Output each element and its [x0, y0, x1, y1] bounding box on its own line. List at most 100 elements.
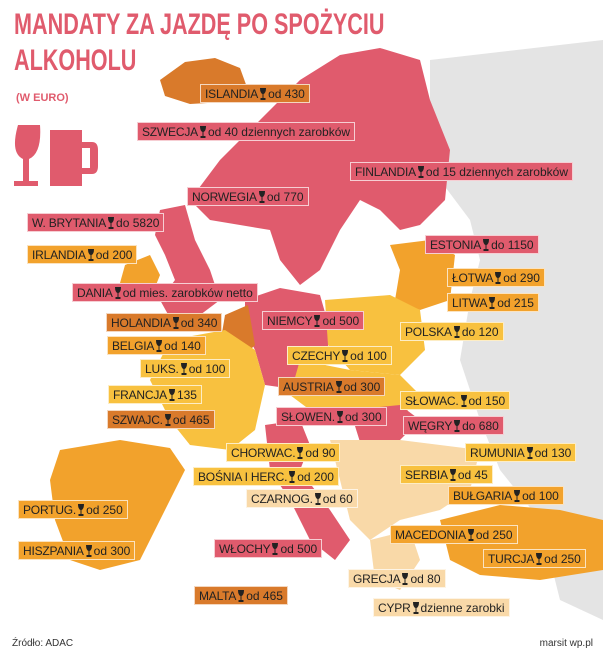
glass-icon [454, 419, 461, 432]
glass-icon [164, 413, 171, 426]
country-label: CZECHY od 100 [287, 346, 392, 365]
country-label: LUKS. od 100 [140, 359, 231, 378]
fine: od 90 [305, 445, 336, 460]
country-label: BUŁGARIA od 100 [448, 486, 564, 505]
country-label: AUSTRIA od 300 [278, 377, 386, 396]
fine: od 140 [164, 338, 201, 353]
glass-icon [449, 468, 456, 481]
country-label: TURCJA od 250 [483, 549, 586, 568]
country-label: PORTUG. od 250 [18, 500, 128, 519]
country-label: HISZPANIA od 300 [18, 541, 136, 560]
glass-icon [108, 216, 115, 229]
country-name: ISLANDIA [205, 86, 259, 101]
fine: od 430 [268, 86, 305, 101]
country-label: IRLANDIA od 200 [27, 245, 138, 264]
fine: od 770 [266, 189, 304, 204]
wine-icon [14, 125, 41, 186]
credit: marsit wp.pl [539, 638, 593, 649]
glass-icon [314, 492, 321, 505]
country-label: CZARNOG. od 60 [246, 489, 358, 508]
glass-icon [342, 349, 349, 362]
glass-icon [258, 190, 265, 203]
country-label: RUMUNIA od 130 [465, 443, 577, 462]
country-name: PORTUG. [23, 502, 77, 517]
fine: od 200 [95, 247, 133, 262]
country-name: BOŚNIA I HERC. [198, 469, 288, 484]
country-name: NORWEGIA [192, 189, 257, 204]
fine: dzienne zarobki [420, 600, 505, 615]
glass-icon [335, 380, 342, 393]
country-name: WĘGRY [408, 418, 453, 433]
country-label: LITWA od 215 [447, 293, 539, 312]
country-label: MALTA od 465 [194, 586, 288, 605]
glass-icon [156, 339, 163, 352]
country-name: TURCJA [488, 551, 535, 566]
country-label: MACEDONIA od 250 [390, 525, 518, 544]
glass-icon [467, 528, 474, 541]
glass-icon [314, 314, 321, 327]
glass-icon [489, 296, 496, 309]
fine: od 465 [246, 588, 283, 603]
country-name: ŁOTWA [452, 270, 494, 285]
glass-icon [199, 125, 206, 138]
fine: od 80 [410, 571, 441, 586]
country-name: CYPR [378, 600, 411, 615]
country-name: MALTA [199, 588, 237, 603]
glass-icon [460, 394, 467, 407]
country-label: NORWEGIA od 770 [187, 187, 309, 206]
country-label: ESTONIA do 1150 [425, 235, 539, 254]
fine: od 40 dziennych zarobków [207, 124, 351, 139]
fine: od 300 [93, 543, 131, 558]
glass-icon [514, 489, 521, 502]
glass-icon [272, 542, 279, 555]
glass-icon [336, 410, 343, 423]
fine: od 290 [503, 270, 540, 285]
country-label: SZWAJC. od 465 [107, 410, 215, 429]
country-name: LITWA [452, 295, 488, 310]
glass-icon [402, 572, 409, 585]
land-east [430, 40, 603, 620]
country-name: HISZPANIA [23, 543, 84, 558]
glass-icon [495, 271, 502, 284]
source: Źródło: ADAC [12, 638, 74, 649]
country-label: POLSKA do 120 [400, 322, 504, 341]
country-name: ESTONIA [430, 237, 482, 252]
title-line: MANDATY ZA JAZDĘ PO SPOŻYCIU [14, 8, 385, 41]
baltics [390, 240, 455, 310]
glass-icon [536, 552, 543, 565]
fine: od 465 [172, 412, 210, 427]
glass-icon [526, 446, 533, 459]
country-name: FRANCJA [113, 387, 167, 402]
country-label: W. BRYTANIA do 5820 [27, 213, 165, 232]
country-name: WŁOCHY [219, 541, 271, 556]
country-name: GRECJA [353, 571, 401, 586]
fine: od 250 [475, 527, 513, 542]
country-name: SŁOWEN. [281, 409, 335, 424]
fine: do 680 [462, 418, 499, 433]
country-name: DANIA [77, 285, 113, 300]
country-name: HOLANDIA [111, 315, 171, 330]
country-label: NIEMCY od 500 [262, 311, 365, 330]
country-label: DANIA od mies. zarobków netto [72, 283, 258, 302]
glass-icon [78, 503, 85, 516]
fine: od 130 [534, 445, 572, 460]
country-label: WĘGRY do 680 [403, 416, 504, 435]
subtitle: (W EURO) [16, 92, 69, 104]
glass-icon [453, 325, 460, 338]
country-name: FINLANDIA [355, 164, 416, 179]
country-label: BELGIA od 140 [107, 336, 206, 355]
country-name: POLSKA [405, 324, 452, 339]
country-name: RUMUNIA [470, 445, 525, 460]
country-label: ŁOTWA od 290 [447, 268, 545, 287]
country-label: SŁOWAC. od 150 [400, 391, 511, 410]
country-label: SERBIA od 45 [400, 465, 493, 484]
country-label: ISLANDIA od 430 [200, 84, 310, 103]
glass-icon [417, 165, 424, 178]
fine: 135 [176, 387, 197, 402]
fine: od 340 [180, 315, 218, 330]
fine: od 250 [544, 551, 581, 566]
fine: od 15 dziennych zarobków [425, 164, 568, 179]
country-label: SZWECJA od 40 dziennych zarobków [137, 122, 356, 141]
beer-icon [50, 130, 98, 186]
